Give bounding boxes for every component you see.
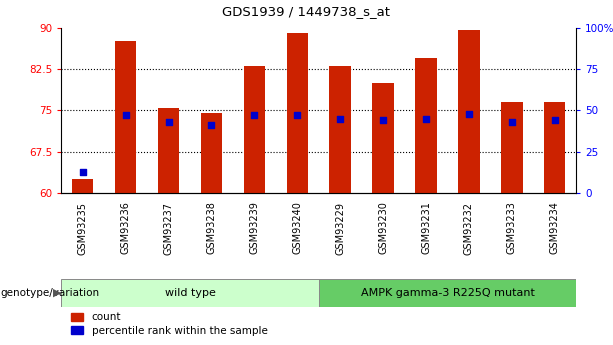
Point <box>507 119 517 125</box>
Text: genotype/variation: genotype/variation <box>1 288 100 298</box>
Point <box>464 111 474 117</box>
Text: GSM93240: GSM93240 <box>292 201 302 254</box>
Text: GSM93229: GSM93229 <box>335 201 345 255</box>
Text: GSM93232: GSM93232 <box>464 201 474 255</box>
Bar <box>72 179 93 193</box>
Text: ▶: ▶ <box>53 288 61 298</box>
Point <box>121 112 131 118</box>
Bar <box>501 102 522 193</box>
Text: GSM93238: GSM93238 <box>207 201 216 254</box>
Point <box>292 112 302 118</box>
Text: GSM93236: GSM93236 <box>121 201 131 254</box>
Point <box>378 118 388 123</box>
Text: AMPK gamma-3 R225Q mutant: AMPK gamma-3 R225Q mutant <box>360 288 535 298</box>
Point <box>78 169 88 175</box>
Text: GSM93233: GSM93233 <box>507 201 517 254</box>
Text: GSM93239: GSM93239 <box>249 201 259 254</box>
Bar <box>158 108 180 193</box>
Legend: count, percentile rank within the sample: count, percentile rank within the sample <box>66 308 272 340</box>
Point <box>550 118 560 123</box>
Text: wild type: wild type <box>165 288 215 298</box>
Bar <box>115 41 136 193</box>
Point <box>421 116 431 121</box>
Bar <box>287 33 308 193</box>
Bar <box>544 102 565 193</box>
Text: GSM93237: GSM93237 <box>164 201 173 255</box>
Bar <box>244 66 265 193</box>
Bar <box>373 83 394 193</box>
Bar <box>330 66 351 193</box>
Bar <box>458 30 479 193</box>
Text: GSM93230: GSM93230 <box>378 201 388 254</box>
Point <box>249 112 259 118</box>
Point <box>335 116 345 121</box>
Text: GDS1939 / 1449738_s_at: GDS1939 / 1449738_s_at <box>223 5 390 18</box>
Bar <box>319 279 576 307</box>
Bar <box>61 279 319 307</box>
Text: GSM93234: GSM93234 <box>550 201 560 254</box>
Bar <box>201 113 222 193</box>
Text: GSM93235: GSM93235 <box>78 201 88 255</box>
Point <box>207 122 216 128</box>
Bar <box>416 58 436 193</box>
Text: GSM93231: GSM93231 <box>421 201 431 254</box>
Point <box>164 119 173 125</box>
